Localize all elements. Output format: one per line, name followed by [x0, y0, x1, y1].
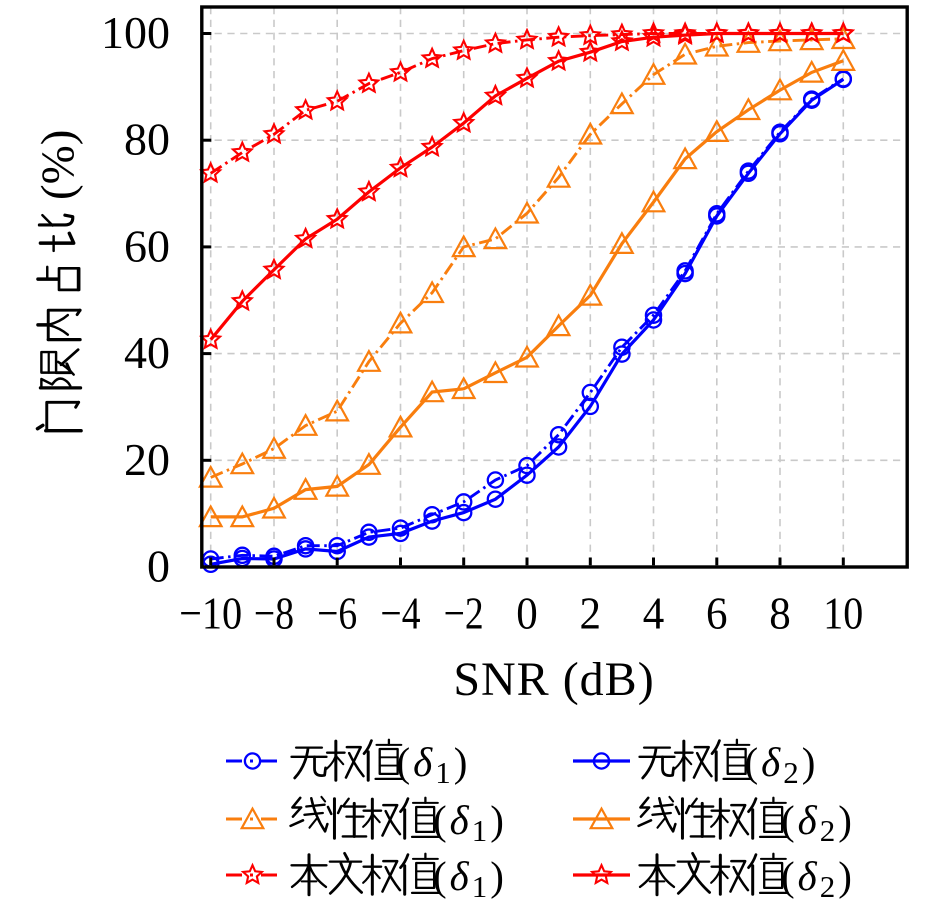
svg-text:(δ2): (δ2): [745, 739, 819, 790]
svg-text:−6: −6: [317, 588, 357, 639]
svg-text:−8: −8: [254, 588, 294, 639]
svg-text:(δ1): (δ1): [433, 797, 507, 848]
svg-text:0: 0: [516, 588, 538, 639]
svg-text:(%): (%): [32, 130, 84, 200]
svg-text:(δ1): (δ1): [397, 739, 471, 790]
svg-text:40: 40: [124, 327, 170, 378]
svg-text:0: 0: [147, 541, 170, 592]
svg-text:100: 100: [101, 7, 170, 58]
svg-text:60: 60: [124, 220, 170, 271]
svg-text:10: 10: [823, 588, 863, 639]
svg-text:4: 4: [643, 588, 665, 639]
svg-text:80: 80: [124, 114, 170, 165]
svg-text:6: 6: [706, 588, 728, 639]
svg-text:SNR (dB): SNR (dB): [453, 653, 654, 706]
svg-text:20: 20: [124, 434, 170, 485]
svg-text:−10: −10: [179, 588, 242, 639]
svg-text:−2: −2: [444, 588, 484, 639]
svg-text:2: 2: [580, 588, 602, 639]
svg-text:8: 8: [769, 588, 791, 639]
svg-text:−4: −4: [381, 588, 421, 639]
svg-text:(δ2): (δ2): [781, 853, 855, 904]
svg-text:(δ2): (δ2): [781, 797, 855, 848]
svg-text:(δ1): (δ1): [433, 853, 507, 904]
